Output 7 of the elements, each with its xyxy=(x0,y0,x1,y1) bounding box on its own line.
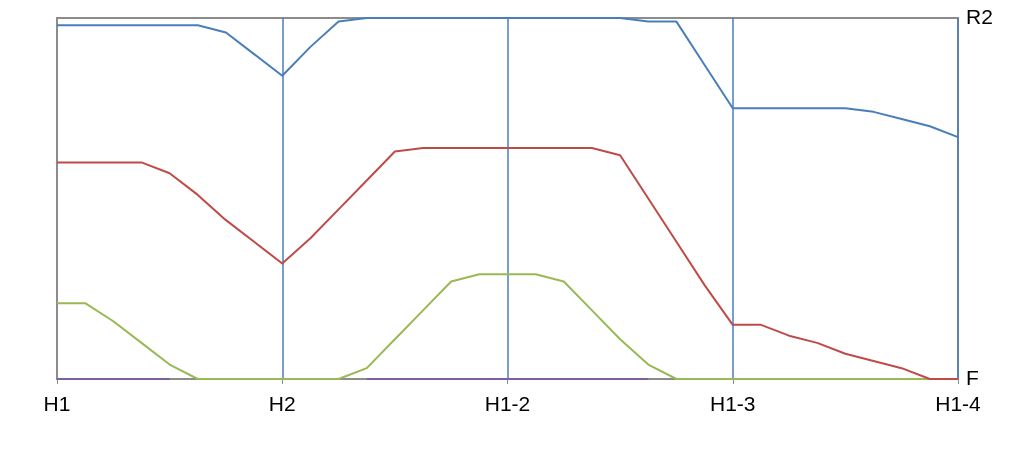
x-tick-label: H1-3 xyxy=(709,392,756,415)
x-tick-label: H1 xyxy=(43,392,71,415)
x-tick-label: H2 xyxy=(268,392,296,415)
x-tick-label: H1-4 xyxy=(935,392,982,415)
text: F xyxy=(966,366,979,389)
x-tick-label: H1-2 xyxy=(484,392,531,415)
text: R2 xyxy=(966,5,993,28)
